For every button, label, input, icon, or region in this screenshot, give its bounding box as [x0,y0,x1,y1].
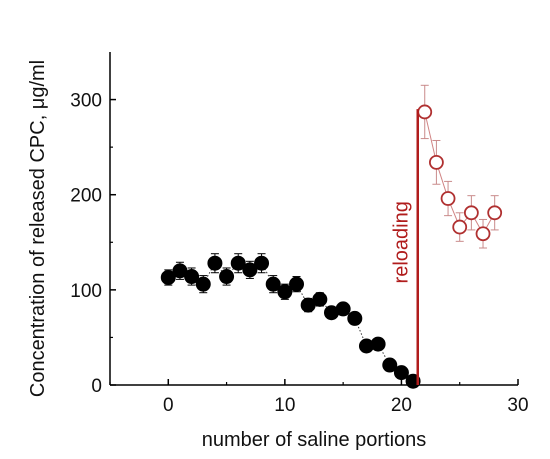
x-axis-title: number of saline portions [202,429,427,451]
series-1-point [440,191,456,206]
series-0-point [347,310,363,326]
series-1-point [452,219,468,235]
series-0-point [335,301,351,317]
series-0-point [242,262,258,278]
series-0-point [254,255,270,271]
data-marks: reloading [160,84,503,389]
series-1-point [428,154,444,170]
reloading-label: reloading [391,201,413,283]
y-tick-label: 300 [70,91,102,112]
x-tick-label: 20 [391,395,412,416]
y-axis-title: Concentration of released CPC, μg/ml [27,60,49,397]
series-0-point [265,276,281,292]
series-0-point [382,357,398,373]
y-tick-label: 200 [70,186,102,207]
series-0-point [289,276,305,292]
series-1-point [475,226,491,242]
y-tick-label: 0 [91,376,102,397]
series-0-point [370,336,386,352]
series-0-point [160,269,176,285]
series-0-point [184,269,200,285]
series-1-point [487,205,503,221]
x-tick-label: 10 [274,395,295,416]
series-0-point [207,255,223,271]
series-0-point [195,276,211,292]
series-0-point [312,291,328,307]
series-0-point [219,269,235,285]
series-1-point [417,104,433,120]
y-tick-label: 100 [70,281,102,302]
series-0-point [277,284,293,300]
series-0-point [230,255,246,271]
series-0-point [393,365,409,381]
x-tick-label: 30 [507,395,528,416]
axes: 0 100 200 300 0 10 20 30 [70,52,529,416]
x-tick-label: 0 [163,395,174,416]
series-1-point [463,205,479,221]
